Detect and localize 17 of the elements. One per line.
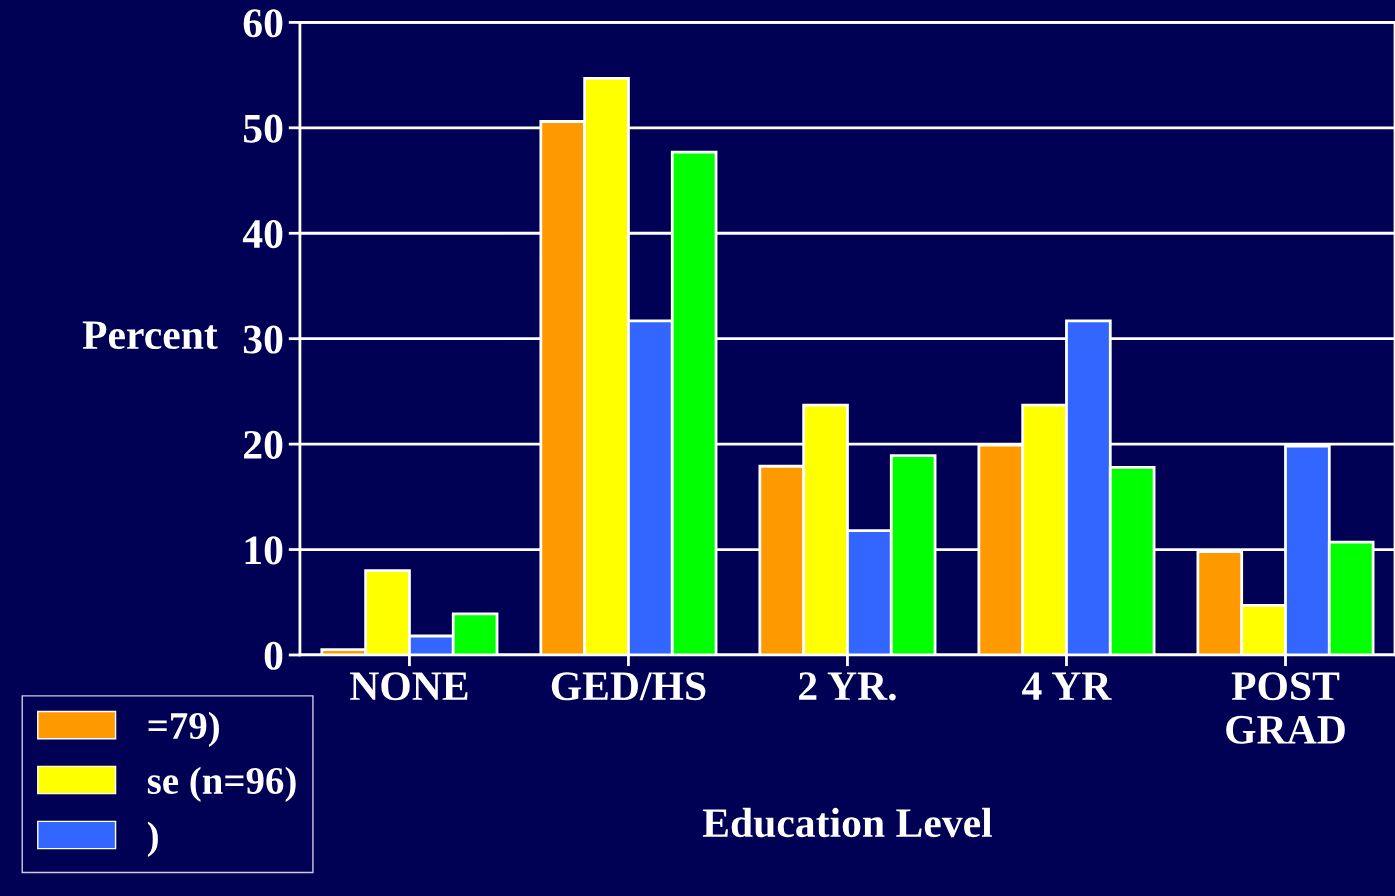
- legend-label: se (n=96): [147, 766, 296, 802]
- y-tick-label: 40: [242, 220, 283, 249]
- y-tick-label: 50: [243, 114, 283, 143]
- y-tick-label: 10: [245, 536, 283, 565]
- x-tick-label: 4 YR: [1022, 672, 1112, 700]
- y-tick-label: 20: [244, 430, 283, 459]
- x-axis-title: Education Level: [702, 807, 993, 838]
- x-tick-label: POST GRAD: [1226, 672, 1345, 744]
- x-tick-label: GED/HS: [551, 672, 706, 701]
- legend-label: ): [147, 821, 158, 857]
- y-tick-label: 30: [243, 325, 283, 354]
- x-tick-label: NONE: [350, 672, 468, 701]
- y-tick-label: 60: [243, 9, 283, 38]
- y-axis-title: Percent: [82, 321, 218, 350]
- x-tick-label: 2 YR.: [799, 672, 896, 701]
- y-tick-label: 0: [264, 641, 283, 670]
- legend-label: =79): [148, 711, 219, 747]
